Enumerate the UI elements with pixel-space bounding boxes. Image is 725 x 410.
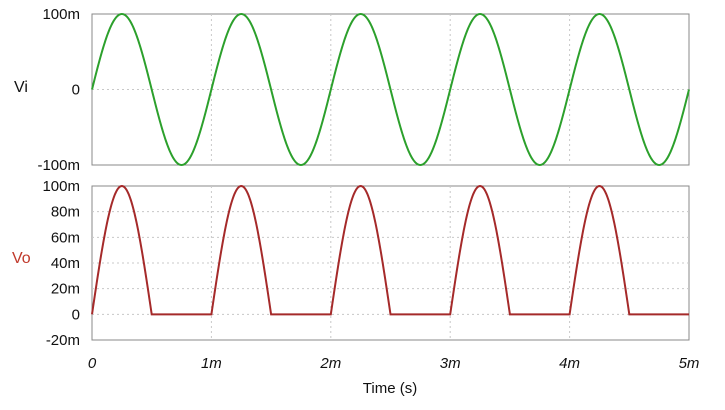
vo-y-tick-label: 0 [72,306,80,323]
vo-gridlines [92,186,689,340]
x-tick-label: 2m [319,355,341,372]
x-tick-label: 1m [201,355,222,372]
vi-series-line [91,12,690,167]
vo-y-axis-label: Vo [12,250,31,267]
vi-y-tick-label: 0 [72,82,80,99]
vo-plot-frame [91,185,690,341]
x-tick-labels: 0 1m 2m 3m 4m 5m [88,355,700,372]
vi-y-tick-labels: -100m 0 100m [37,6,80,174]
vo-series-line [91,184,689,316]
vo-y-tick-label: 40m [51,255,80,272]
vo-y-tick-label: 100m [42,178,80,195]
vo-y-tick-label: 20m [51,281,80,298]
vo-panel: -20m 0 20m 40m 60m 80m 100m Vo [12,178,690,349]
x-tick-label: 0 [88,355,97,372]
vo-y-tick-label: 60m [51,229,80,246]
x-tick-label: 4m [559,355,580,372]
vi-y-tick-label: 100m [42,6,80,23]
vi-y-tick-label: -100m [37,157,80,174]
x-tick-label: 3m [440,355,461,372]
x-tick-label: 5m [679,355,700,372]
vo-y-tick-label: 80m [51,204,80,221]
vi-y-axis-label: Vi [14,79,28,96]
x-axis-label: Time (s) [363,380,417,397]
vo-y-tick-label: -20m [46,332,80,349]
vi-panel: -100m 0 100m Vi [14,6,690,174]
vo-y-tick-labels: -20m 0 20m 40m 60m 80m 100m [42,178,80,349]
